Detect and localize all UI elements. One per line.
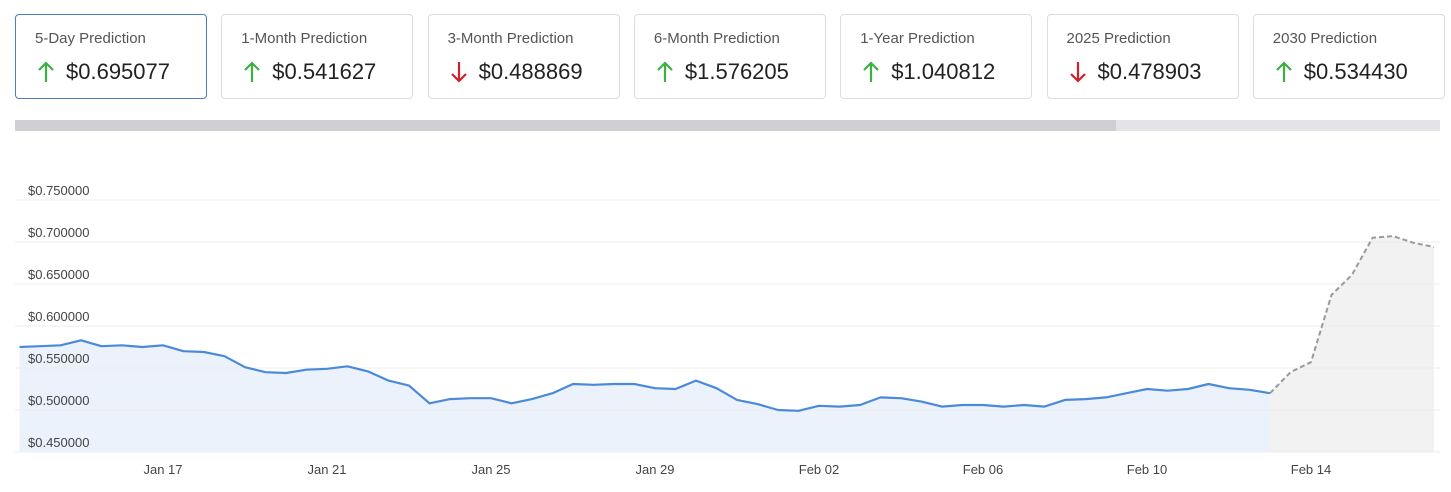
card-label: 3-Month Prediction [447,30,574,47]
y-tick-label: $0.450000 [28,435,89,450]
card-label: 5-Day Prediction [35,30,146,47]
card-value: $0.695077 [66,59,170,84]
card-value: $0.478903 [1097,59,1202,84]
prediction-card[interactable]: 1-Month Prediction $0.541627 [221,14,414,99]
arrow-up [657,61,673,82]
line [1269,235,1435,394]
x-tick-label: Feb 14 [1291,462,1331,477]
card-label: 2025 Prediction [1066,30,1171,47]
card-value: $0.541627 [272,59,377,84]
y-tick-label: $0.750000 [28,183,89,198]
chart: $0.450000 $0.500000 $0.550000 $0.600000 $0.6… [15,183,1440,477]
prediction-card[interactable]: 2030 Prediction $0.534430 [1252,14,1445,99]
prediction-card[interactable]: 1-Year Prediction $1.040812 [840,14,1033,99]
card-label: 1-Year Prediction [860,30,975,47]
x-tick-label: Jan 17 [143,462,182,477]
prediction-card[interactable]: 6-Month Prediction $1.576205 [633,14,826,99]
prediction-card[interactable]: 5-Day Prediction $0.695077 [15,14,207,99]
x-tick-label: Jan 29 [635,462,674,477]
y-tick-label: $0.550000 [28,351,89,366]
card-value: $1.040812 [891,59,996,84]
prediction-card[interactable]: 3-Month Prediction $0.488869 [427,14,620,99]
y-tick-label: $0.700000 [28,225,89,240]
x-tick-label: Feb 10 [1127,462,1167,477]
card-label: 6-Month Prediction [653,30,780,47]
x-tick-label: Feb 02 [799,462,839,477]
arrow-up [38,61,54,82]
area [19,340,1270,452]
scrollbar[interactable] [15,120,1440,131]
scroll-thumb[interactable] [15,120,1116,131]
x-tick-label: Jan 21 [307,462,346,477]
y-tick-label: $0.650000 [28,267,89,282]
prediction-card[interactable]: 2025 Prediction $0.478903 [1046,14,1239,99]
arrow-up [244,61,261,82]
card-label: 1-Month Prediction [241,30,368,47]
arrow-up [863,61,879,82]
card-value: $1.576205 [684,59,789,84]
x-tick-label: Feb 06 [963,462,1003,477]
line [19,339,1271,412]
card-value: $0.488869 [478,59,583,84]
y-tick-label: $0.600000 [28,309,89,324]
card-label: 2030 Prediction [1272,30,1378,47]
arrow-down [1069,62,1086,83]
y-tick-label: $0.500000 [28,393,89,408]
area [1270,236,1434,452]
arrow-down [450,62,467,83]
card-value: $0.534430 [1303,59,1408,84]
arrow-up [1276,61,1292,82]
x-tick-label: Jan 25 [471,462,510,477]
